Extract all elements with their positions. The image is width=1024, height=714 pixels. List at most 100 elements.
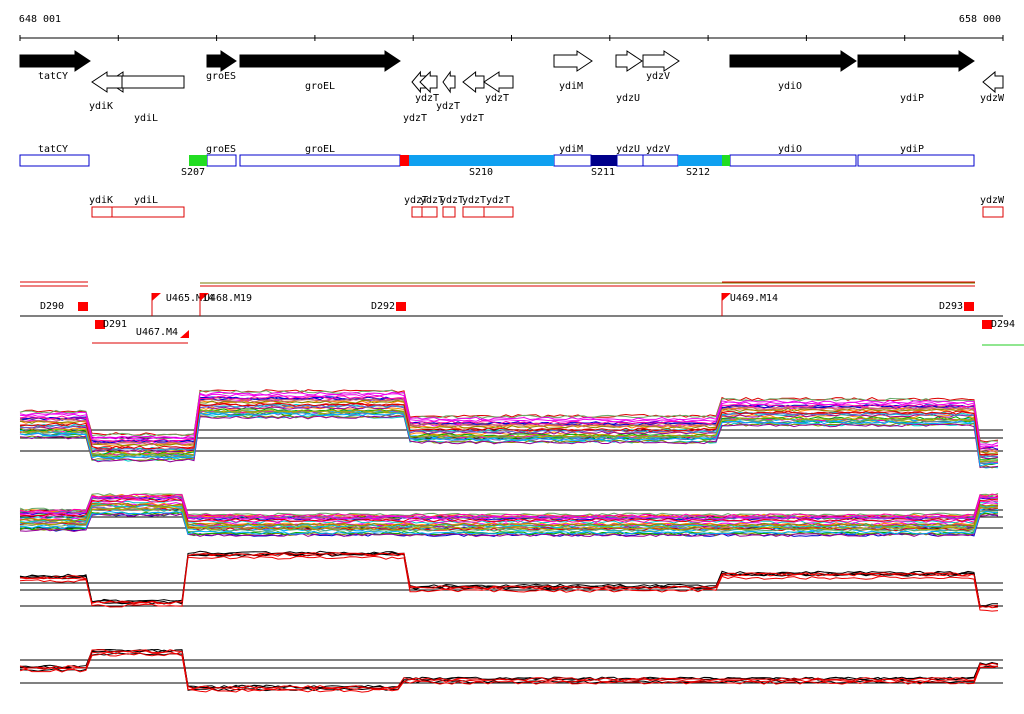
expression-trace xyxy=(19,493,999,518)
forward-box xyxy=(553,154,592,167)
expression-trace xyxy=(19,552,999,609)
forward-box xyxy=(239,154,401,167)
gene-label: ydzT xyxy=(403,113,427,124)
reverse-label: ydzW xyxy=(980,195,1005,206)
forward-label: ydiM xyxy=(559,144,583,155)
ruler-start: 648 001 xyxy=(19,14,61,25)
gene-arrow xyxy=(553,50,593,72)
expression-trace xyxy=(19,393,999,448)
gene-label: ydiL xyxy=(134,113,158,124)
expression-trace xyxy=(19,652,999,692)
reverse-label: ydzT xyxy=(420,195,444,206)
gene-arrow xyxy=(419,70,438,94)
feature-label: U468.M19 xyxy=(204,293,252,304)
feature-marker xyxy=(78,302,88,311)
gene-label: groEL xyxy=(305,81,335,92)
gene-arrow xyxy=(729,50,857,72)
gene-arrow xyxy=(91,71,123,93)
ruler-end: 658 000 xyxy=(959,14,1001,25)
reverse-label: ydiK xyxy=(89,195,113,206)
gene-arrow xyxy=(19,50,91,72)
segment xyxy=(409,155,554,166)
forward-box xyxy=(19,154,90,167)
expression-trace xyxy=(19,502,999,527)
segment-label: S211 xyxy=(591,167,615,178)
forward-box xyxy=(616,154,644,167)
expression-trace xyxy=(19,414,999,469)
forward-label: tatCY xyxy=(38,144,68,155)
reverse-label: ydiL xyxy=(134,195,158,206)
feature-label: D291 xyxy=(103,319,127,330)
gene-label: ydzT xyxy=(415,93,439,104)
feature-marker xyxy=(722,293,731,301)
gene-label: ydzT xyxy=(436,101,460,112)
segment-edge xyxy=(722,155,730,166)
reverse-box xyxy=(111,206,185,218)
forward-label: ydzU xyxy=(616,144,640,155)
reverse-box xyxy=(982,206,1004,218)
reverse-box xyxy=(483,206,514,218)
reverse-label: ydzT xyxy=(486,195,510,206)
expression-trace xyxy=(19,652,999,693)
reverse-label: ydzT xyxy=(404,195,428,206)
expression-trace xyxy=(19,408,999,461)
reverse-box xyxy=(462,206,485,218)
gene-arrow xyxy=(462,70,485,94)
expression-trace xyxy=(19,402,999,456)
reverse-box xyxy=(442,206,456,218)
reverse-label: ydzT xyxy=(440,195,464,206)
gene-label: tatCY xyxy=(38,71,68,82)
gene-arrow xyxy=(857,50,975,72)
expression-trace xyxy=(19,398,999,452)
reverse-box xyxy=(421,206,438,218)
expression-trace xyxy=(19,405,999,460)
expression-trace xyxy=(19,510,999,535)
forward-label: groES xyxy=(206,144,236,155)
expression-trace xyxy=(19,409,999,463)
feature-marker xyxy=(95,320,105,329)
feature-label: D290 xyxy=(40,301,64,312)
expression-trace xyxy=(19,552,999,608)
feature-marker xyxy=(964,302,974,311)
gene-label: ydzT xyxy=(485,93,509,104)
gene-label: ydzU xyxy=(616,93,640,104)
gene-arrow xyxy=(239,50,401,72)
feature-marker xyxy=(396,302,406,311)
forward-label: groEL xyxy=(305,144,335,155)
feature-label: U469.M14 xyxy=(730,293,778,304)
expression-trace xyxy=(19,506,999,531)
expression-trace xyxy=(19,550,998,607)
forward-box xyxy=(857,154,975,167)
gene-label: ydiO xyxy=(778,81,802,92)
reverse-box xyxy=(91,206,113,218)
gene-arrow xyxy=(411,70,427,94)
gene-arrow xyxy=(442,70,456,94)
segment xyxy=(591,155,617,166)
segment-edge xyxy=(400,155,409,166)
segment-label: S210 xyxy=(469,167,493,178)
expression-trace xyxy=(19,552,999,608)
gene-label: ydzV xyxy=(646,71,670,82)
gene-label: ydiK xyxy=(89,101,113,112)
feature-marker xyxy=(152,293,161,301)
expression-trace xyxy=(19,415,999,468)
reverse-label: ydzT xyxy=(462,195,486,206)
expression-trace xyxy=(19,391,999,446)
feature-label: D294 xyxy=(991,319,1015,330)
gene-arrow xyxy=(483,71,514,93)
gene-arrow xyxy=(206,50,237,72)
expression-trace xyxy=(19,414,999,469)
forward-box xyxy=(729,154,857,167)
forward-label: ydzV xyxy=(646,144,670,155)
gene-label: ydiP xyxy=(900,93,924,104)
segment xyxy=(189,155,207,166)
feature-marker xyxy=(982,320,992,329)
feature-label: D292 xyxy=(371,301,395,312)
feature-marker xyxy=(180,330,189,338)
expression-trace xyxy=(19,495,999,520)
forward-box xyxy=(642,154,679,167)
segment xyxy=(678,155,722,166)
expression-trace xyxy=(19,649,999,690)
